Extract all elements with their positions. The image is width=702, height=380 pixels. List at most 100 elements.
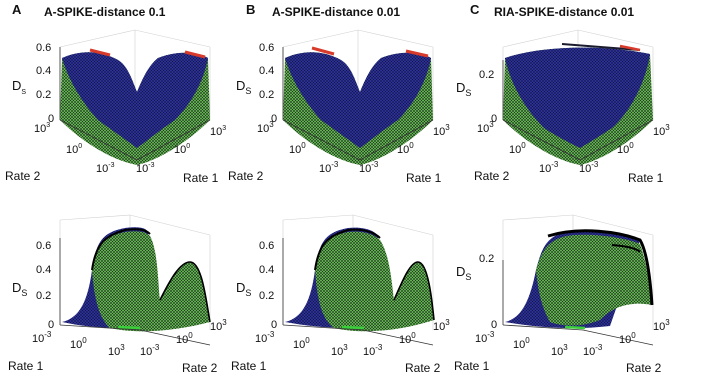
- z-tick-label: 0.6: [36, 42, 51, 54]
- surface-blue: [285, 52, 431, 148]
- floor-axes: [502, 324, 654, 346]
- y-tick-label: 10-3: [539, 160, 559, 175]
- y-axis-label: Rate 2: [182, 361, 218, 375]
- y-tick-label: 100: [509, 141, 526, 156]
- y-tick-label: 10-3: [583, 343, 603, 358]
- z-tick-label: 0: [271, 319, 277, 331]
- z-axis-label: DS: [456, 80, 471, 98]
- z-tick-label: 0.6: [259, 240, 274, 252]
- panel-c-bottom: 0.2 0 DS 10-3 100 103 10-3 100 103 Rate …: [454, 214, 670, 375]
- x-tick-label: 100: [397, 141, 414, 156]
- panel-label-b: B: [246, 2, 255, 17]
- x-axis-label: Rate 1: [231, 359, 267, 373]
- chart-title: A-SPIKE-distance 0.1: [44, 5, 166, 19]
- z-axis-label: DS: [236, 280, 251, 298]
- y-tick-label: 103: [34, 122, 50, 135]
- floor-green: [117, 325, 141, 330]
- x-axis-label: Rate 1: [628, 171, 664, 185]
- floor-axes: [59, 119, 211, 161]
- x-tick-label: 103: [108, 343, 125, 358]
- x-tick-label: 100: [293, 336, 310, 351]
- floor-green: [341, 325, 365, 330]
- x-tick-label: 10-3: [475, 330, 495, 345]
- z-tick-label: 0.2: [36, 290, 51, 302]
- panel-a-top: A A-SPIKE-distance 0.1 0.6 0.4 0.2 0 DS …: [5, 2, 226, 185]
- y-tick-label: 100: [399, 331, 416, 346]
- x-tick-label: 103: [331, 343, 348, 358]
- z-tick-label: 0.4: [259, 264, 274, 276]
- y-tick-label: 100: [176, 331, 193, 346]
- z-axis-label: DS: [12, 280, 27, 298]
- surface-peak-red: [405, 49, 429, 58]
- z-tick-label: 0: [491, 113, 497, 125]
- surface-peak-red: [89, 48, 111, 57]
- surface-green: [92, 231, 210, 332]
- z-axis-label: DS: [12, 78, 26, 96]
- surface-ridge: [314, 228, 381, 271]
- y-axis-label: Rate 2: [405, 361, 441, 375]
- surface-peak-red: [311, 46, 335, 56]
- y-tick-label: 103: [257, 120, 274, 135]
- surface-ridge: [611, 244, 641, 253]
- x-tick-label: 100: [70, 336, 87, 351]
- y-tick-label: 100: [619, 331, 636, 346]
- surface-ridge: [393, 261, 435, 321]
- surface-green: [536, 234, 652, 326]
- x-tick-label: 10-3: [136, 162, 155, 175]
- x-tick-label: 103: [210, 125, 226, 138]
- panel-a-bottom: 0.6 0.4 0.2 0 DS 10-3 100 103 10-3 100 1…: [8, 214, 227, 375]
- y-tick-label: 103: [653, 318, 670, 333]
- y-tick-label: 100: [289, 141, 306, 156]
- z-tick-label: 0.4: [259, 65, 274, 77]
- z-tick-label: 0.2: [259, 290, 274, 302]
- panel-b-top: B A-SPIKE-distance 0.01 0.6 0.4 0.2 0 DS…: [228, 2, 450, 185]
- y-tick-label: 103: [433, 318, 450, 333]
- surface-ridge: [561, 43, 641, 51]
- z-axis-label: DS: [456, 264, 471, 282]
- floor-green: [564, 325, 586, 330]
- surface-ridge: [159, 261, 211, 323]
- z-tick-label: 0: [271, 113, 277, 125]
- z-tick-label: 0: [48, 113, 54, 125]
- surface-peak-red: [184, 50, 206, 59]
- x-axis-label: Rate 1: [406, 171, 442, 185]
- panel-label-c: C: [470, 2, 480, 17]
- y-axis-label: Rate 2: [474, 169, 510, 183]
- floor-axes: [502, 119, 654, 161]
- surface-green: [315, 231, 434, 332]
- chart-title: RIA-SPIKE-distance 0.01: [494, 5, 634, 19]
- x-tick-label: 103: [433, 123, 450, 138]
- x-tick-label: 103: [551, 343, 568, 358]
- panel-label-a: A: [12, 2, 22, 17]
- x-tick-label: 10-3: [579, 160, 599, 175]
- x-tick-label: 103: [653, 123, 670, 138]
- x-axis-label: Rate 1: [183, 171, 219, 185]
- z-tick-label: 0.2: [259, 89, 274, 101]
- z-tick-label: 0.4: [36, 65, 51, 77]
- z-tick-label: 0.4: [36, 264, 51, 276]
- z-axis-label: DS: [236, 78, 251, 96]
- surface-blue: [505, 47, 650, 149]
- x-tick-label: 100: [617, 141, 634, 156]
- surface-ridge: [91, 228, 151, 271]
- floor-axes: [59, 324, 211, 346]
- surface-blue: [62, 52, 208, 148]
- surface-peak-red: [619, 44, 641, 52]
- y-tick-label: 10-3: [140, 343, 160, 358]
- x-axis-label: Rate 1: [454, 359, 490, 373]
- x-tick-label: 10-3: [359, 160, 379, 175]
- floor-axes: [282, 119, 434, 161]
- y-tick-label: 103: [210, 318, 227, 333]
- x-tick-label: 10-3: [255, 330, 275, 345]
- z-tick-label: 0: [48, 319, 54, 331]
- z-tick-label: 0.2: [36, 89, 51, 101]
- floor-axes: [282, 324, 434, 346]
- panel-b-bottom: 0.6 0.4 0.2 0 DS 10-3 100 103 10-3 100 1…: [231, 214, 450, 375]
- x-tick-label: 10-3: [32, 330, 52, 345]
- z-tick-label: 0.2: [479, 69, 494, 81]
- x-axis-label: Rate 1: [8, 359, 44, 373]
- y-axis-label: Rate 2: [228, 169, 264, 183]
- surface-ridge: [547, 229, 654, 306]
- y-axis-label: Rate 2: [5, 169, 41, 183]
- z-tick-label: 0.6: [36, 240, 51, 252]
